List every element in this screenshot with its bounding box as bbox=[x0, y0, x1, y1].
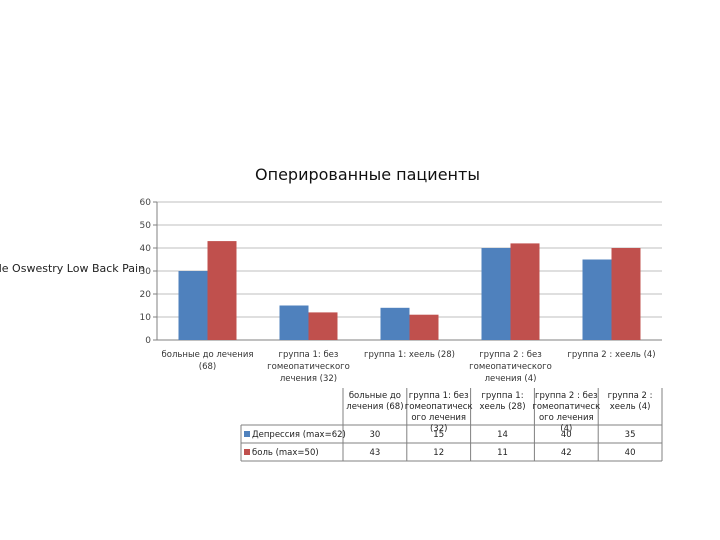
bar-depression bbox=[178, 271, 208, 340]
table-header-label: хеель (28) bbox=[479, 402, 525, 412]
x-category-label: группа 2 : без bbox=[479, 350, 542, 360]
y-tick-label: 0 bbox=[145, 336, 151, 346]
bar-pain bbox=[409, 314, 439, 340]
table-header-label: хеель (4) bbox=[610, 402, 651, 412]
x-category-label: лечения (32) bbox=[280, 374, 337, 384]
x-category-label: (68) bbox=[199, 362, 216, 372]
table-header-label: группа 1: без bbox=[409, 391, 469, 401]
bar-pain bbox=[207, 241, 237, 340]
bar-pain bbox=[510, 243, 540, 340]
table-header-label: группа 2 : bbox=[608, 391, 653, 401]
bar-depression bbox=[279, 305, 309, 340]
table-header-label: группа 2 : без bbox=[535, 391, 598, 401]
table-header-label: лечения (68) bbox=[346, 402, 403, 412]
table-header-label: гомеопатическ bbox=[532, 402, 600, 412]
table-value: 42 bbox=[561, 448, 572, 458]
table-header-label: больные до bbox=[349, 391, 401, 401]
table-header-label: группа 1: bbox=[481, 391, 523, 401]
y-tick-label: 50 bbox=[140, 221, 152, 231]
y-tick-label: 40 bbox=[140, 244, 152, 254]
bar-pain bbox=[308, 312, 338, 340]
table-header-label: ого лечения bbox=[411, 413, 466, 423]
x-category-label: группа 1: без bbox=[279, 350, 339, 360]
table-value: 40 bbox=[561, 430, 572, 440]
bar-depression bbox=[481, 248, 511, 340]
table-value: 40 bbox=[625, 448, 636, 458]
table-value: 12 bbox=[433, 448, 444, 458]
bar-depression bbox=[582, 259, 612, 340]
table-header-label: гомеопатическ bbox=[405, 402, 473, 412]
chart-title: Оперированные пациенты bbox=[255, 165, 480, 184]
y-tick-label: 60 bbox=[140, 198, 152, 208]
table-header-label: ого лечения bbox=[539, 413, 594, 423]
legend-swatch bbox=[244, 449, 250, 455]
bar-pain bbox=[611, 248, 641, 340]
legend-label: боль (max=50) bbox=[252, 448, 319, 458]
legend-swatch bbox=[244, 431, 250, 437]
y-tick-label: 20 bbox=[140, 290, 152, 300]
x-category-label: группа 1: хеель (28) bbox=[364, 350, 455, 360]
x-category-label: группа 2 : хеель (4) bbox=[567, 350, 655, 360]
legend-label: Депрессия (max=62) bbox=[252, 430, 346, 440]
table-value: 15 bbox=[433, 430, 444, 440]
bar-depression bbox=[380, 307, 410, 340]
x-category-label: лечения (4) bbox=[485, 374, 537, 384]
table-value: 30 bbox=[369, 430, 380, 440]
y-axis-label: ale Oswestry Low Back Pain bbox=[0, 262, 146, 275]
x-category-label: гомеопатического bbox=[469, 362, 552, 372]
x-category-label: гомеопатического bbox=[267, 362, 350, 372]
table-value: 11 bbox=[497, 448, 508, 458]
table-value: 43 bbox=[369, 448, 380, 458]
y-tick-label: 10 bbox=[140, 313, 152, 323]
table-value: 35 bbox=[625, 430, 636, 440]
y-tick-label: 30 bbox=[140, 267, 152, 277]
table-value: 14 bbox=[497, 430, 508, 440]
table-header-label: (4) bbox=[560, 424, 572, 434]
x-category-label: больные до лечения bbox=[162, 350, 254, 360]
table-header-label: (32) bbox=[430, 424, 447, 434]
